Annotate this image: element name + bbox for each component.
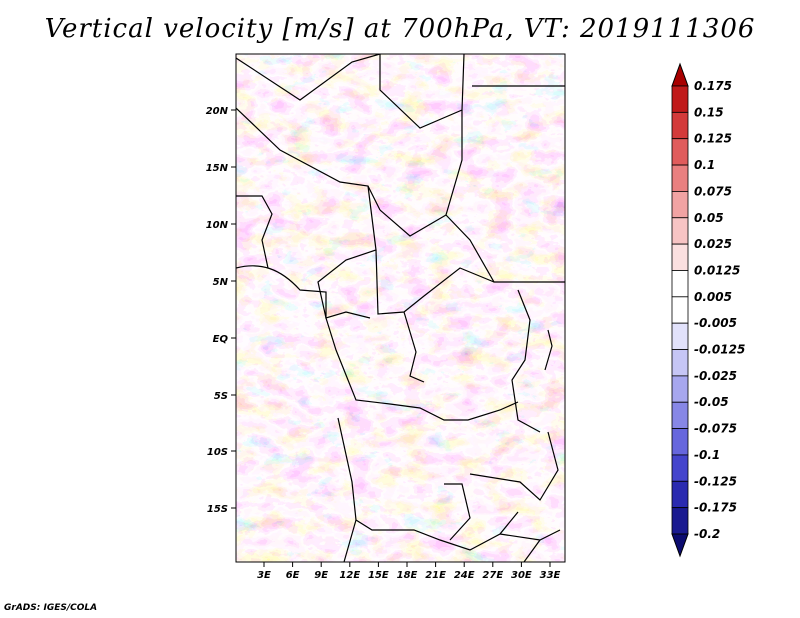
- colorbar-level-label: -0.005: [694, 316, 737, 330]
- colorbar-swatch: [671, 243, 689, 271]
- lon-tick-label: 27E: [482, 570, 503, 581]
- colorbar-level-label: -0.1: [694, 448, 720, 462]
- colorbar-level-label: 0.075: [694, 184, 732, 198]
- colorbar-top-arrow: [671, 62, 689, 87]
- lon-tick-label: 24E: [454, 570, 475, 581]
- colorbar-level-label: -0.0125: [694, 343, 745, 357]
- plot-title: Vertical velocity [m/s] at 700hPa, VT: 2…: [44, 14, 756, 44]
- colorbar-level-label: 0.025: [694, 237, 732, 251]
- colorbar-level-label: -0.075: [694, 422, 737, 436]
- colorbar-swatch: [671, 111, 689, 140]
- colorbar-level-label: -0.175: [694, 501, 737, 515]
- colorbar-swatch: [671, 480, 689, 509]
- lon-tick-label: 15E: [368, 570, 389, 581]
- colorbar-swatch: [671, 428, 689, 456]
- lon-tick-label: 12E: [339, 570, 360, 581]
- lon-tick-label: 21E: [425, 570, 446, 581]
- lon-tick-label: 33E: [540, 570, 561, 581]
- lat-tick-label: 5S: [214, 391, 228, 402]
- colorbar-swatch: [671, 191, 689, 219]
- colorbar-level-label: 0.005: [694, 290, 732, 304]
- lon-tick-label: 18E: [397, 570, 418, 581]
- colorbar-level-label: -0.025: [694, 369, 737, 383]
- colorbar-level-label: 0.175: [694, 79, 732, 93]
- lat-tick-label: 5N: [213, 277, 229, 288]
- lat-tick-label: 20N: [206, 106, 229, 117]
- colorbar-level-label: -0.05: [694, 395, 729, 409]
- colorbar-level-label: 0.15: [694, 105, 724, 119]
- colorbar-level-label: -0.2: [694, 527, 720, 541]
- colorbar-swatch: [671, 217, 689, 245]
- longitude-axis: 3E 6E 9E 12E 15E 18E 21E 24E 27E 30E 33E: [257, 562, 561, 581]
- colorbar-bottom-arrow: [671, 533, 689, 558]
- lat-tick-label: 10S: [207, 447, 228, 458]
- colorbar-swatch: [671, 138, 689, 166]
- colorbar-swatch: [671, 296, 689, 324]
- colorbar-swatch: [671, 270, 689, 298]
- latitude-axis: 20N 15N 10N 5N EQ 5S 10S 15S: [206, 106, 236, 515]
- colorbar-level-label: 0.1: [694, 158, 715, 172]
- colorbar-level-label: 0.125: [694, 132, 732, 146]
- colorbar-level-label: 0.05: [694, 211, 724, 225]
- lon-tick-label: 3E: [257, 570, 271, 581]
- lat-tick-label: 10N: [206, 220, 229, 231]
- colorbar-level-label: 0.0125: [694, 263, 740, 277]
- lon-tick-label: 6E: [286, 570, 300, 581]
- grads-credit: GrADS: IGES/COLA: [4, 603, 98, 613]
- lon-tick-label: 30E: [511, 570, 532, 581]
- velocity-field: [236, 54, 565, 562]
- colorbar-swatch: [671, 454, 689, 482]
- lon-tick-label: 9E: [314, 570, 328, 581]
- colorbar-swatch: [671, 164, 689, 192]
- colorbar-swatch: [671, 85, 689, 113]
- lat-tick-label: 15S: [207, 504, 228, 515]
- colorbar-swatch: [671, 322, 689, 350]
- colorbar-swatch: [671, 507, 689, 535]
- country-borders: [236, 54, 565, 562]
- colorbar-swatch: [671, 401, 689, 429]
- colorbar: 0.175 0.15 0.125 0.1 0.075 0.05 0.025 0.0125 0.0…: [671, 62, 745, 558]
- map-frame: [235, 53, 566, 563]
- colorbar-swatch: [671, 349, 689, 377]
- lat-tick-label: 15N: [206, 163, 229, 174]
- colorbar-swatch: [671, 375, 689, 403]
- colorbar-level-label: -0.125: [694, 474, 737, 488]
- lat-tick-label: EQ: [213, 334, 229, 345]
